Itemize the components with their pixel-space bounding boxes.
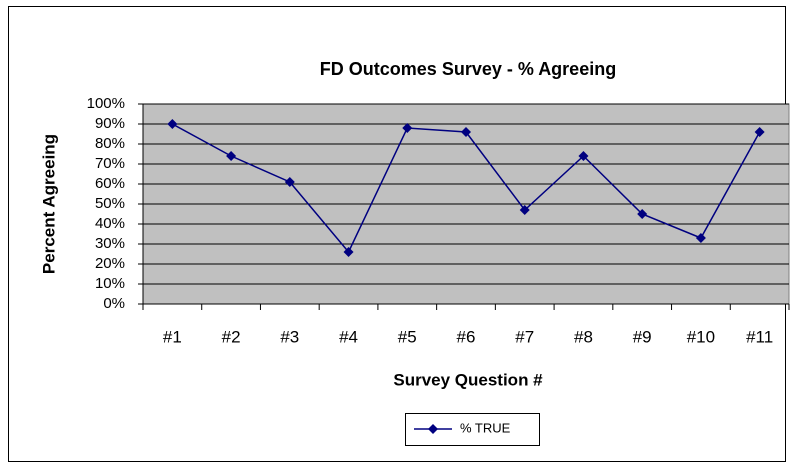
x-tick-label: #9 (633, 327, 652, 346)
x-axis-title: Survey Question # (393, 370, 543, 389)
data-point (167, 119, 178, 129)
y-tick-label: 60% (95, 175, 125, 192)
y-tick-label: 70% (95, 155, 125, 172)
legend-label: % TRUE (460, 420, 511, 435)
x-tick-label: #6 (457, 327, 476, 346)
y-tick-label: 20% (95, 255, 125, 272)
data-point (284, 177, 295, 187)
y-tick-label: 0% (103, 295, 125, 312)
x-tick-label: #10 (687, 327, 715, 346)
x-tick-label: #3 (280, 327, 299, 346)
y-tick-label: 10% (95, 275, 125, 292)
y-tick-label: 80% (95, 135, 125, 152)
legend-marker (428, 424, 438, 434)
x-tick-label: #5 (398, 327, 417, 346)
y-axis-title: Percent Agreeing (39, 134, 58, 274)
data-point (637, 209, 648, 219)
x-tick-label: #1 (163, 327, 182, 346)
y-tick-label: 100% (87, 95, 125, 112)
data-point (519, 205, 530, 215)
data-point (578, 151, 589, 161)
y-tick-label: 90% (95, 115, 125, 132)
y-tick-label: 40% (95, 215, 125, 232)
x-tick-label: #4 (339, 327, 358, 346)
y-tick-label: 30% (95, 235, 125, 252)
x-tick-label: #7 (515, 327, 534, 346)
x-tick-label: #8 (574, 327, 593, 346)
data-point (226, 151, 237, 161)
x-tick-label: #2 (222, 327, 241, 346)
data-point (695, 233, 706, 243)
y-tick-label: 50% (95, 195, 125, 212)
data-point (402, 123, 413, 133)
x-tick-label: #11 (746, 327, 773, 346)
data-point (754, 127, 765, 137)
chart-title: FD Outcomes Survey - % Agreeing (320, 59, 616, 79)
data-point (461, 127, 471, 137)
data-point (343, 247, 354, 257)
